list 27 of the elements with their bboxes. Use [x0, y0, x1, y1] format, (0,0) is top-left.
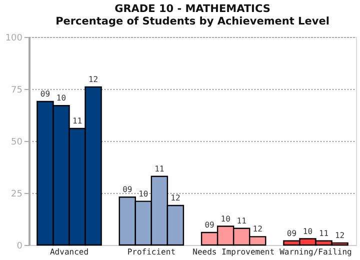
y-tick-label: 50: [11, 138, 23, 148]
x-tick-label: Proficient: [127, 248, 176, 256]
series-label: 11: [154, 164, 164, 174]
text: 10: [302, 226, 313, 236]
text: 12: [170, 193, 180, 202]
y-tick-label: 0: [16, 242, 23, 252]
text: 11: [72, 116, 82, 126]
text: 11: [236, 216, 246, 226]
text: 10: [138, 189, 148, 198]
text: 11: [318, 228, 329, 238]
series-label: 12: [88, 74, 98, 84]
x-tick-label: Warning/Failing: [280, 248, 352, 256]
text: 12: [252, 224, 262, 234]
y-tick-label: 75: [11, 86, 22, 96]
text: 12: [334, 230, 345, 240]
text: 09: [122, 185, 132, 194]
text: 09: [286, 228, 297, 238]
text: Percentage of Students by Achievement Level: [56, 16, 330, 28]
series-label: 10: [56, 94, 66, 103]
text: 10: [220, 214, 230, 224]
series-label: 09: [40, 89, 50, 98]
text: 09: [204, 220, 214, 230]
y-tick-label: 100: [5, 34, 23, 44]
x-tick-label: Needs Improvement: [192, 248, 275, 256]
x-tick-label: Advanced: [50, 248, 89, 256]
text: GRADE 10 - MATHEMATICS: [114, 3, 270, 15]
y-tick-label: 25: [11, 190, 22, 200]
